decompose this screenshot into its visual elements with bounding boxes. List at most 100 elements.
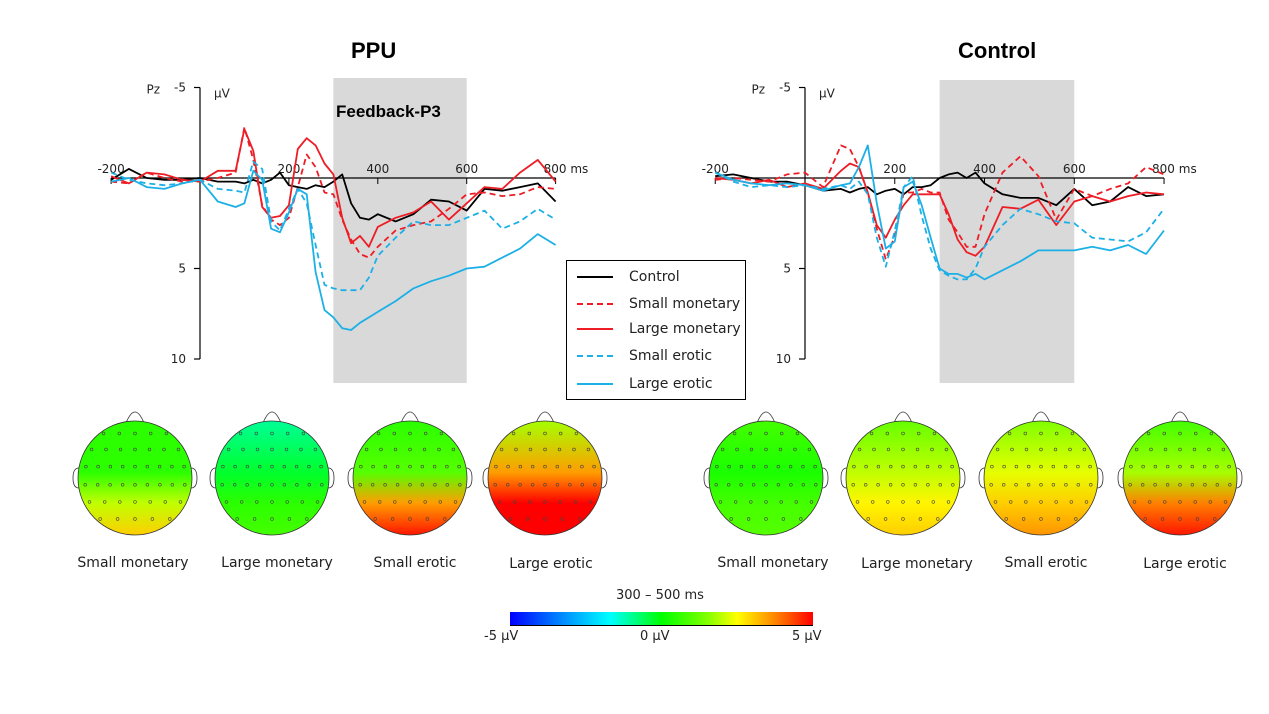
electrode-marker (371, 483, 375, 487)
electrode-marker (233, 464, 237, 469)
x-tick-label: 600 (455, 162, 478, 176)
electrode-marker (794, 500, 798, 504)
electrode-marker (555, 483, 560, 487)
electrode-marker (1178, 431, 1182, 436)
topo-ear-right (1235, 467, 1243, 489)
electrode-marker (1069, 500, 1074, 504)
electrode-marker (989, 483, 993, 487)
panel-title-control: Control (958, 38, 1037, 63)
electrode-marker (872, 447, 876, 452)
electrode-marker (751, 464, 756, 469)
electrode-marker (257, 483, 262, 487)
electrode-marker (560, 517, 565, 521)
electrode-marker (315, 500, 320, 504)
electrode-marker (932, 431, 937, 436)
electrode-marker (373, 517, 377, 521)
x-tick-label: 400 (366, 162, 389, 176)
electrode-marker (1149, 447, 1153, 452)
legend-label: Control (629, 269, 680, 285)
electrode-marker (1153, 483, 1157, 487)
electrode-marker (807, 447, 812, 452)
electrode-marker (1064, 483, 1068, 487)
electrode-marker (1024, 500, 1028, 504)
series-line-small-monetary (111, 126, 556, 259)
electrode-marker (779, 431, 784, 436)
electrode-marker (220, 483, 224, 487)
electrode-marker (580, 464, 584, 469)
electrode-marker (1178, 500, 1182, 504)
electrode-marker (558, 431, 563, 436)
electrode-marker (764, 447, 768, 452)
electrode-marker (733, 500, 738, 504)
electrode-marker (913, 464, 917, 469)
topo-label: Small erotic (1004, 555, 1088, 571)
electrode-marker (1221, 447, 1226, 452)
x-tick-label: 600 (1063, 162, 1086, 176)
series-line-large-monetary (110, 128, 557, 248)
electrode-marker (424, 431, 428, 436)
topo-head-map (708, 420, 824, 536)
electrode-marker (876, 464, 881, 469)
electrode-marker (901, 464, 905, 469)
electrode-marker (720, 447, 725, 452)
electrode-marker (133, 464, 137, 469)
electrode-marker (120, 483, 125, 487)
electrode-marker (735, 447, 739, 452)
electrode-marker (926, 483, 930, 487)
electrode-marker (383, 464, 388, 469)
electrode-marker (313, 447, 318, 452)
electrode-marker (371, 464, 375, 469)
electrode-marker (718, 500, 723, 504)
electrode-marker (241, 447, 245, 452)
electrode-marker (726, 483, 731, 487)
electrode-marker (1215, 464, 1219, 469)
topo-nose (125, 411, 145, 424)
shaded-window (939, 80, 1075, 383)
legend-item-large-erotic: Large erotic (577, 374, 713, 394)
electrode-marker (133, 447, 137, 452)
legend-swatch (577, 328, 613, 330)
electrode-marker (102, 500, 107, 504)
electrode-marker (282, 483, 287, 487)
topo-ear-left (703, 467, 711, 489)
electrode-marker (870, 500, 875, 504)
electrode-marker (506, 483, 510, 487)
topo-head-map (487, 420, 603, 536)
electrode-marker (362, 500, 367, 504)
electrode-marker (420, 464, 424, 469)
electrode-marker (87, 500, 92, 504)
topo-ear-left (482, 467, 490, 489)
electrode-marker (295, 483, 299, 487)
y-tick-label: -5 (174, 81, 186, 95)
electrode-marker (98, 517, 102, 521)
y-tick-label: 5 (783, 262, 791, 276)
electrode-marker (506, 464, 510, 469)
electrode-marker (1068, 447, 1072, 452)
topo-head-map (845, 420, 961, 536)
topo-ear-left (978, 467, 986, 489)
topo-label: Small monetary (77, 555, 189, 571)
electrode-marker (1007, 431, 1012, 436)
electrode-marker (714, 483, 718, 487)
electrode-marker (1026, 483, 1031, 487)
electrode-marker (1215, 483, 1220, 487)
electrode-marker (1192, 447, 1197, 452)
colorbar-title: 300 – 500 ms (616, 588, 704, 603)
electrode-marker (1039, 483, 1043, 487)
topo-ear-right (958, 467, 966, 489)
electrode-marker (855, 500, 860, 504)
topo-ear-right (1096, 467, 1104, 489)
electrode-marker (530, 483, 535, 487)
electrode-marker (393, 447, 398, 452)
electrode-marker (530, 464, 535, 469)
electrode-marker (494, 464, 498, 469)
electrode-marker (162, 447, 166, 452)
electrode-marker (527, 431, 531, 436)
legend-label: Large erotic (629, 376, 713, 392)
electrode-marker (508, 517, 512, 521)
electrode-marker (438, 500, 442, 504)
electrode-marker (1054, 431, 1059, 436)
x-tick-label: 800 ms (544, 162, 589, 176)
electrode-marker (779, 500, 783, 504)
